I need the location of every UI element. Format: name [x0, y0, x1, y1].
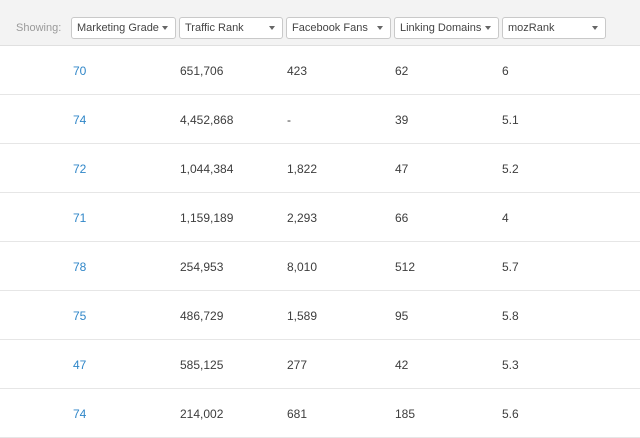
traffic-rank-select[interactable]: Traffic Rank: [179, 17, 283, 39]
marketing-grade-link[interactable]: 74: [73, 113, 87, 127]
linking-domains-value: 66: [395, 211, 409, 225]
traffic-rank-value: 1,044,384: [180, 162, 234, 176]
mozrank-select[interactable]: mozRank: [502, 17, 606, 39]
marketing-grade-link[interactable]: 70: [73, 64, 87, 78]
chevron-down-icon: [592, 26, 598, 30]
table-row: 78 254,953 8,010 512 5.7: [0, 242, 640, 291]
traffic-rank-value: 486,729: [180, 309, 224, 323]
marketing-grade-link[interactable]: 71: [73, 211, 87, 225]
chevron-down-icon: [269, 26, 275, 30]
chevron-down-icon: [162, 26, 168, 30]
mozrank-value: 4: [502, 211, 509, 225]
mozrank-value: 6: [502, 64, 509, 78]
select-label: Marketing Grade: [77, 22, 159, 34]
linking-domains-select[interactable]: Linking Domains: [394, 17, 499, 39]
table-row: 74 4,452,868 - 39 5.1: [0, 95, 640, 144]
linking-domains-value: 512: [395, 260, 416, 274]
results-table: 70 651,706 423 62 6 74 4,452,868 - 39 5.…: [0, 46, 640, 438]
facebook-fans-value: 681: [287, 407, 308, 421]
showing-label: Showing:: [16, 22, 62, 34]
traffic-rank-value: 585,125: [180, 358, 224, 372]
linking-domains-value: 95: [395, 309, 409, 323]
marketing-grade-link[interactable]: 72: [73, 162, 87, 176]
table-row: 75 486,729 1,589 95 5.8: [0, 291, 640, 340]
table-row: 74 214,002 681 185 5.6: [0, 389, 640, 438]
mozrank-value: 5.1: [502, 113, 519, 127]
table-row: 47 585,125 277 42 5.3: [0, 340, 640, 389]
mozrank-value: 5.6: [502, 407, 519, 421]
table-row: 71 1,159,189 2,293 66 4: [0, 193, 640, 242]
mozrank-value: 5.3: [502, 358, 519, 372]
marketing-grade-link[interactable]: 75: [73, 309, 87, 323]
table-row: 72 1,044,384 1,822 47 5.2: [0, 144, 640, 193]
linking-domains-value: 62: [395, 64, 409, 78]
facebook-fans-select[interactable]: Facebook Fans: [286, 17, 391, 39]
traffic-rank-value: 1,159,189: [180, 211, 234, 225]
marketing-grade-link[interactable]: 78: [73, 260, 87, 274]
marketing-grade-link[interactable]: 74: [73, 407, 87, 421]
facebook-fans-value: 1,589: [287, 309, 318, 323]
table-row: 70 651,706 423 62 6: [0, 46, 640, 95]
linking-domains-value: 47: [395, 162, 409, 176]
facebook-fans-value: -: [287, 113, 291, 127]
chevron-down-icon: [377, 26, 383, 30]
select-label: Traffic Rank: [185, 22, 244, 34]
facebook-fans-value: 1,822: [287, 162, 318, 176]
linking-domains-value: 42: [395, 358, 409, 372]
linking-domains-value: 39: [395, 113, 409, 127]
facebook-fans-value: 277: [287, 358, 308, 372]
traffic-rank-value: 214,002: [180, 407, 224, 421]
traffic-rank-value: 4,452,868: [180, 113, 234, 127]
select-label: Linking Domains: [400, 22, 482, 34]
mozrank-value: 5.8: [502, 309, 519, 323]
marketing-grade-select[interactable]: Marketing Grade: [71, 17, 176, 39]
mozrank-value: 5.2: [502, 162, 519, 176]
linking-domains-value: 185: [395, 407, 416, 421]
select-label: Facebook Fans: [292, 22, 368, 34]
marketing-grade-link[interactable]: 47: [73, 358, 87, 372]
mozrank-value: 5.7: [502, 260, 519, 274]
traffic-rank-value: 651,706: [180, 64, 224, 78]
select-label: mozRank: [508, 22, 555, 34]
facebook-fans-value: 423: [287, 64, 308, 78]
column-toolbar: Showing: Marketing Grade Traffic Rank Fa…: [0, 0, 640, 46]
facebook-fans-value: 8,010: [287, 260, 318, 274]
chevron-down-icon: [485, 26, 491, 30]
facebook-fans-value: 2,293: [287, 211, 318, 225]
traffic-rank-value: 254,953: [180, 260, 224, 274]
